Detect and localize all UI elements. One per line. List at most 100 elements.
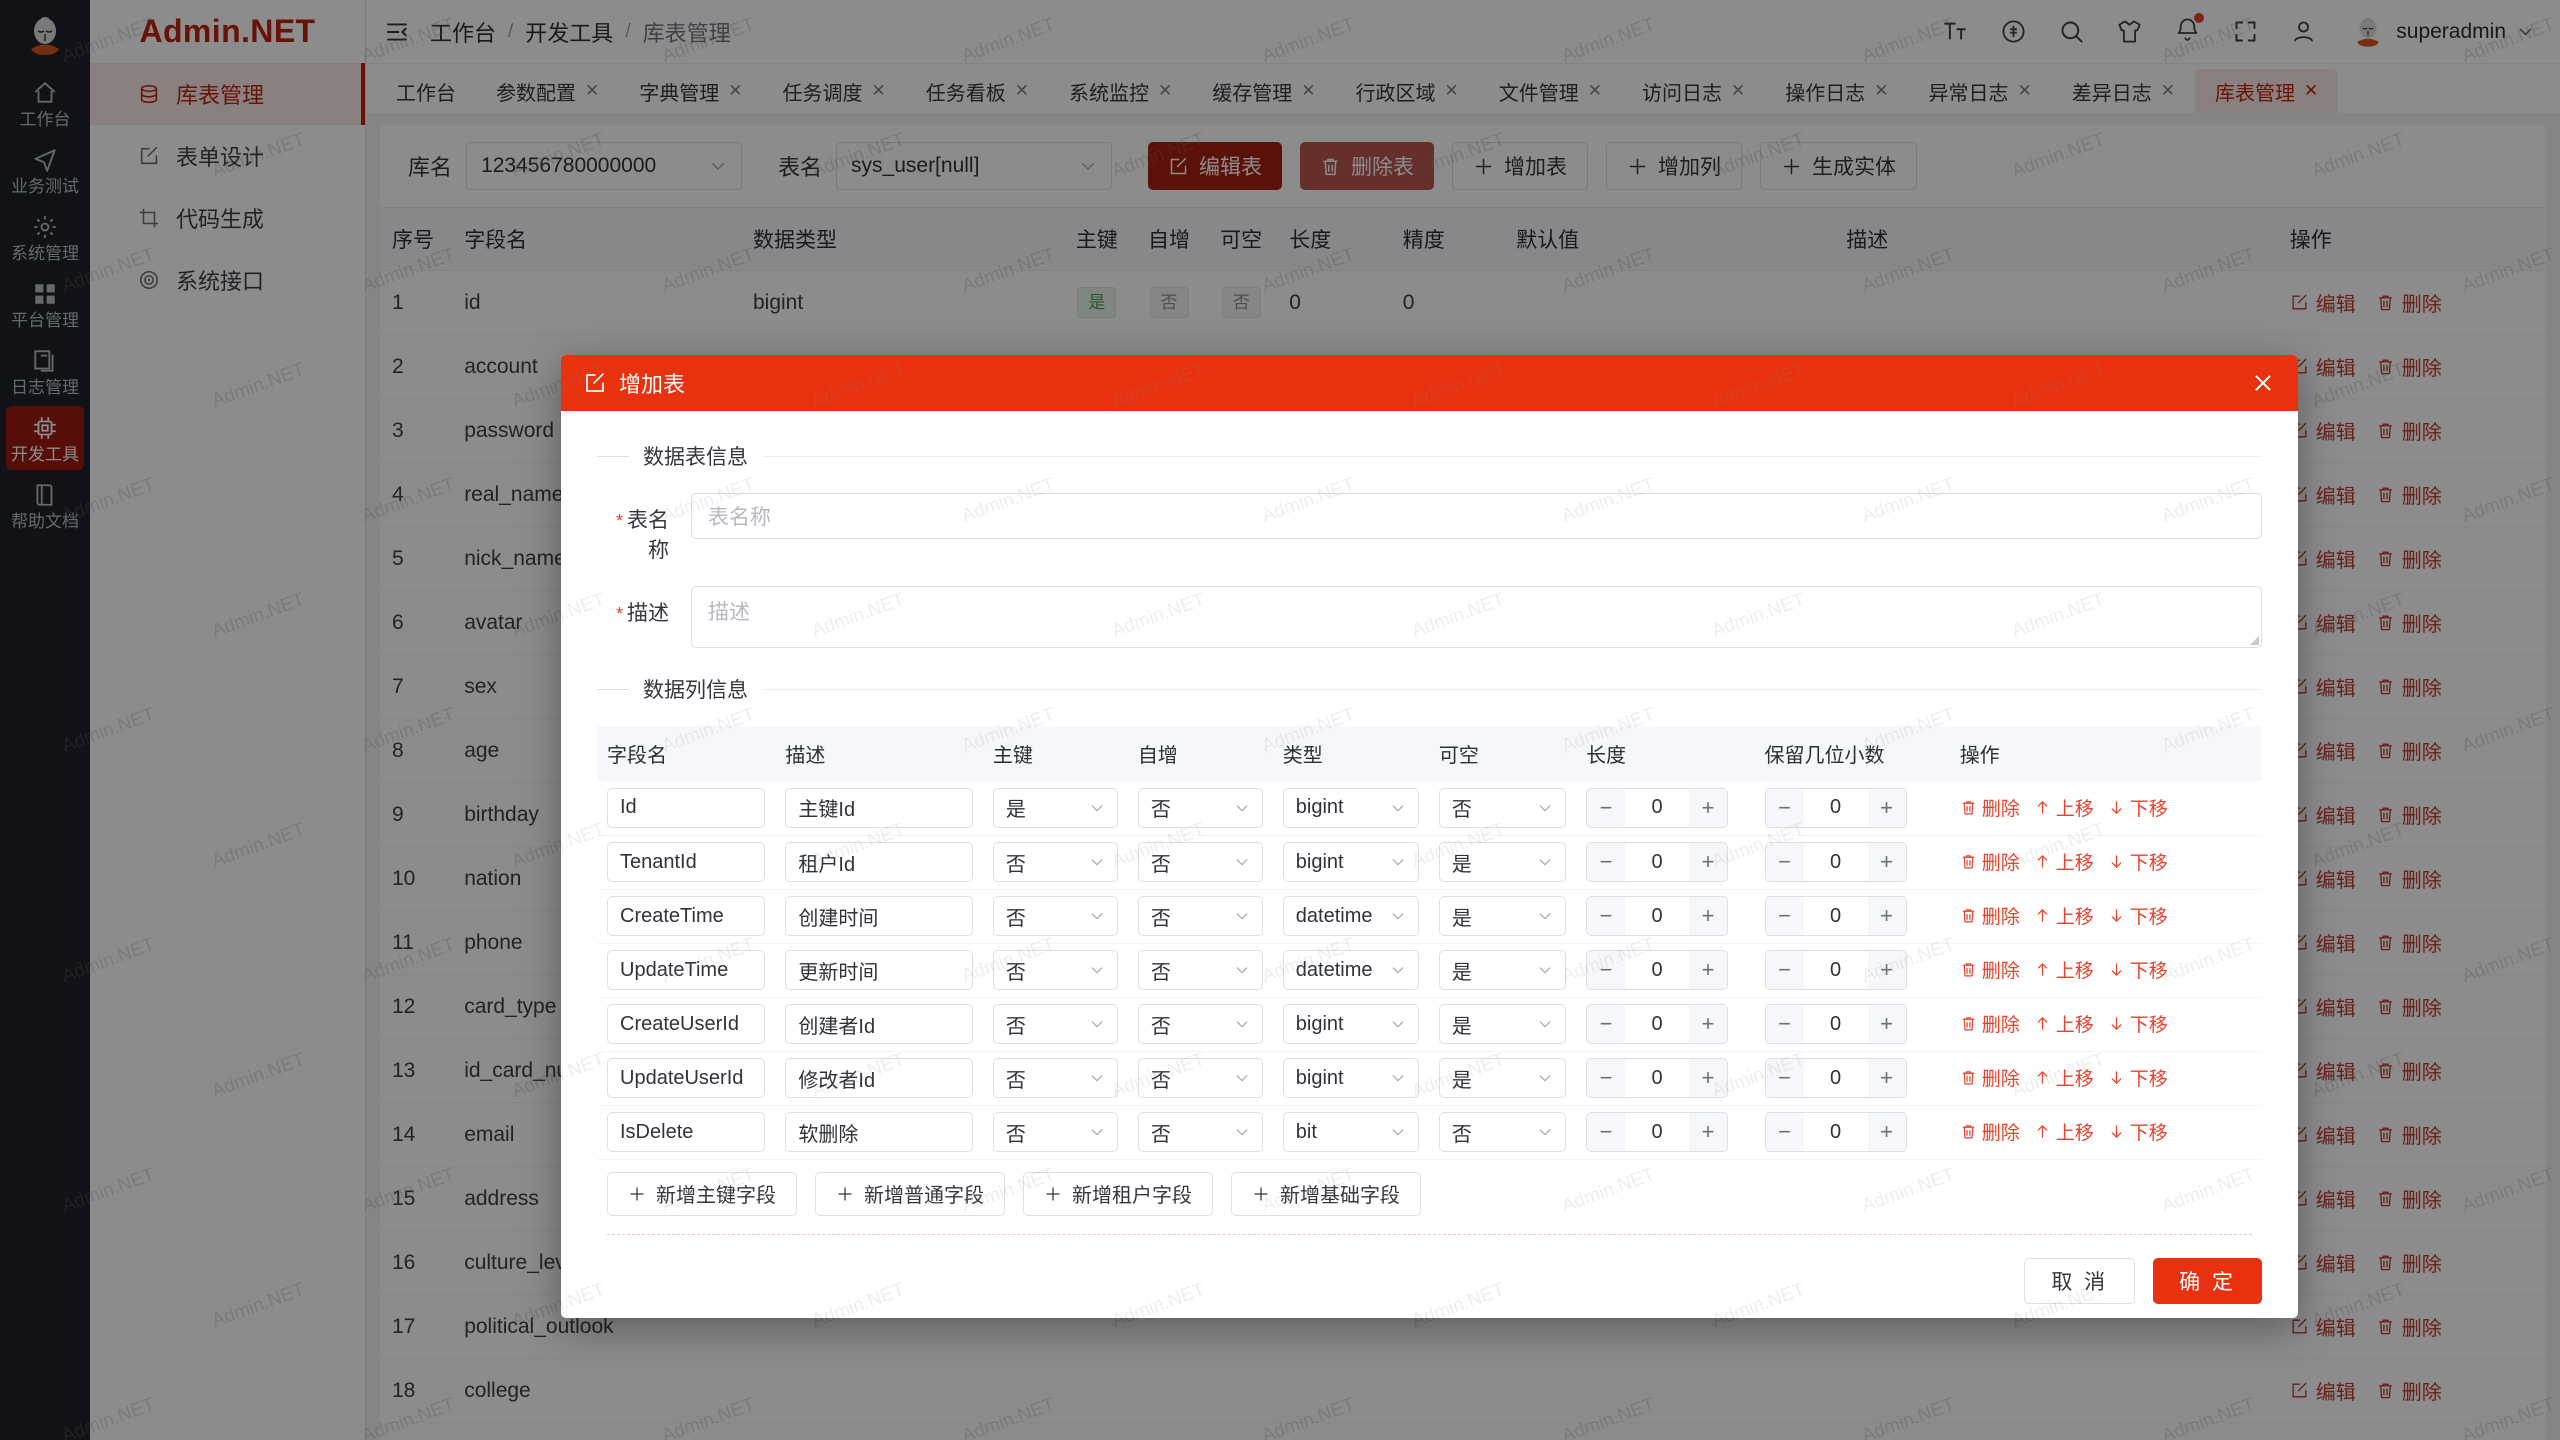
- rail-item-3[interactable]: 平台管理: [6, 272, 84, 336]
- column-op-下移[interactable]: 下移: [2108, 848, 2168, 875]
- column-ai-select[interactable]: 否: [1137, 787, 1263, 828]
- column-ai-select[interactable]: 否: [1137, 1112, 1263, 1152]
- column-op-上移[interactable]: 上移: [2034, 956, 2094, 983]
- column-length-stepper-increment[interactable]: +: [1689, 1113, 1728, 1151]
- row-op-删除[interactable]: 删除: [2376, 1120, 2442, 1149]
- column-length-stepper-value[interactable]: 0: [1625, 1059, 1690, 1097]
- column-scale-stepper-decrement[interactable]: −: [1765, 1113, 1804, 1151]
- add-field-button-2[interactable]: 新增租户字段: [1023, 1171, 1213, 1216]
- tab-6[interactable]: 缓存管理 ✕: [1192, 69, 1335, 113]
- language-icon[interactable]: [2000, 18, 2027, 45]
- column-scale-stepper[interactable]: −0 +: [1764, 1058, 1907, 1098]
- column-scale-stepper-value[interactable]: 0: [1803, 897, 1868, 935]
- column-field-input[interactable]: UpdateTime: [607, 950, 766, 990]
- column-ai-select[interactable]: 否: [1137, 950, 1263, 990]
- column-desc-input[interactable]: 修改者Id: [785, 1058, 973, 1098]
- column-op-上移[interactable]: 上移: [2034, 1118, 2094, 1145]
- column-length-stepper-increment[interactable]: +: [1689, 1005, 1728, 1043]
- column-length-stepper[interactable]: −0 +: [1586, 1112, 1729, 1152]
- tab-close-icon[interactable]: ✕: [1014, 81, 1029, 100]
- column-pk-select[interactable]: 否: [992, 1058, 1118, 1098]
- cancel-button[interactable]: 取 消: [2024, 1258, 2136, 1304]
- add-field-button-1[interactable]: 新增普通字段: [815, 1171, 1005, 1216]
- rail-item-1[interactable]: 业务测试: [6, 138, 84, 202]
- row-op-删除[interactable]: 删除: [2376, 800, 2442, 829]
- rail-item-0[interactable]: 工作台: [6, 71, 84, 135]
- column-scale-stepper-decrement[interactable]: −: [1765, 951, 1804, 989]
- tab-close-icon[interactable]: ✕: [1444, 81, 1459, 100]
- column-scale-stepper[interactable]: −0 +: [1764, 950, 1907, 990]
- column-scale-stepper-increment[interactable]: +: [1867, 1005, 1906, 1043]
- column-nullable-select[interactable]: 是: [1438, 896, 1567, 936]
- row-op-删除[interactable]: 删除: [2376, 992, 2442, 1021]
- column-op-下移[interactable]: 下移: [2108, 794, 2168, 821]
- column-scale-stepper-increment[interactable]: +: [1867, 1059, 1906, 1097]
- table-select[interactable]: sys_user[null]: [836, 142, 1113, 190]
- column-scale-stepper-increment[interactable]: +: [1867, 788, 1906, 827]
- column-field-input[interactable]: CreateUserId: [607, 1004, 766, 1044]
- column-field-input[interactable]: UpdateUserId: [607, 1058, 766, 1098]
- tab-close-icon[interactable]: ✕: [2017, 81, 2032, 100]
- tab-10[interactable]: 操作日志 ✕: [1765, 69, 1908, 113]
- column-scale-stepper-value[interactable]: 0: [1803, 843, 1868, 881]
- column-scale-stepper-increment[interactable]: +: [1867, 1113, 1906, 1151]
- submenu-item-1[interactable]: 表单设计: [90, 125, 365, 187]
- column-scale-stepper-decrement[interactable]: −: [1765, 1059, 1804, 1097]
- column-desc-input[interactable]: 主键Id: [785, 787, 973, 828]
- row-op-删除[interactable]: 删除: [2376, 1376, 2442, 1405]
- submenu-item-3[interactable]: 系统接口: [90, 249, 365, 311]
- column-op-删除[interactable]: 删除: [1960, 1010, 2020, 1037]
- submenu-item-2[interactable]: 代码生成: [90, 187, 365, 249]
- row-op-删除[interactable]: 删除: [2376, 352, 2442, 381]
- column-scale-stepper-decrement[interactable]: −: [1765, 788, 1804, 827]
- row-op-删除[interactable]: 删除: [2376, 672, 2442, 701]
- column-scale-stepper-decrement[interactable]: −: [1765, 1005, 1804, 1043]
- column-length-stepper-decrement[interactable]: −: [1587, 1113, 1626, 1151]
- column-length-stepper[interactable]: −0 +: [1586, 950, 1729, 990]
- column-op-下移[interactable]: 下移: [2108, 1064, 2168, 1091]
- column-pk-select[interactable]: 否: [992, 950, 1118, 990]
- column-ai-select[interactable]: 否: [1137, 1004, 1263, 1044]
- row-op-删除[interactable]: 删除: [2376, 864, 2442, 893]
- column-length-stepper-value[interactable]: 0: [1625, 788, 1690, 827]
- column-length-stepper-decrement[interactable]: −: [1587, 843, 1626, 881]
- tab-close-icon[interactable]: ✕: [2304, 81, 2319, 100]
- column-length-stepper[interactable]: −0 +: [1586, 1058, 1729, 1098]
- column-pk-select[interactable]: 否: [992, 1004, 1118, 1044]
- breadcrumb-item-1[interactable]: 开发工具: [525, 20, 614, 46]
- column-length-stepper-decrement[interactable]: −: [1587, 951, 1626, 989]
- column-op-上移[interactable]: 上移: [2034, 1010, 2094, 1037]
- column-scale-stepper[interactable]: −0 +: [1764, 1112, 1907, 1152]
- row-op-编辑[interactable]: 编辑: [2290, 288, 2356, 317]
- column-desc-input[interactable]: 更新时间: [785, 950, 973, 990]
- column-type-select[interactable]: datetime: [1282, 950, 1419, 990]
- tab-5[interactable]: 系统监控 ✕: [1049, 69, 1192, 113]
- add-field-button-3[interactable]: 新增基础字段: [1231, 1171, 1421, 1216]
- column-field-input[interactable]: CreateTime: [607, 896, 766, 936]
- column-nullable-select[interactable]: 是: [1438, 1058, 1567, 1098]
- column-op-删除[interactable]: 删除: [1960, 794, 2020, 821]
- column-pk-select[interactable]: 否: [992, 896, 1118, 936]
- font-size-icon[interactable]: [1942, 18, 1969, 45]
- column-length-stepper-decrement[interactable]: −: [1587, 1005, 1626, 1043]
- column-desc-input[interactable]: 创建时间: [785, 896, 973, 936]
- column-op-删除[interactable]: 删除: [1960, 1118, 2020, 1145]
- column-nullable-select[interactable]: 是: [1438, 842, 1567, 882]
- column-length-stepper-decrement[interactable]: −: [1587, 897, 1626, 935]
- row-op-删除[interactable]: 删除: [2376, 608, 2442, 637]
- column-op-下移[interactable]: 下移: [2108, 956, 2168, 983]
- add-field-button-0[interactable]: 新增主键字段: [607, 1171, 797, 1216]
- column-length-stepper-value[interactable]: 0: [1625, 951, 1690, 989]
- column-ai-select[interactable]: 否: [1137, 842, 1263, 882]
- tab-7[interactable]: 行政区域 ✕: [1336, 69, 1479, 113]
- tab-2[interactable]: 字典管理 ✕: [619, 69, 762, 113]
- column-scale-stepper-value[interactable]: 0: [1803, 951, 1868, 989]
- column-length-stepper-value[interactable]: 0: [1625, 897, 1690, 935]
- column-type-select[interactable]: datetime: [1282, 896, 1419, 936]
- row-op-删除[interactable]: 删除: [2376, 1248, 2442, 1277]
- column-op-上移[interactable]: 上移: [2034, 902, 2094, 929]
- toolbar-button-3[interactable]: 增加列: [1606, 142, 1743, 190]
- toolbar-button-4[interactable]: 生成实体: [1760, 142, 1918, 190]
- column-nullable-select[interactable]: 否: [1438, 1112, 1567, 1152]
- column-length-stepper-value[interactable]: 0: [1625, 1005, 1690, 1043]
